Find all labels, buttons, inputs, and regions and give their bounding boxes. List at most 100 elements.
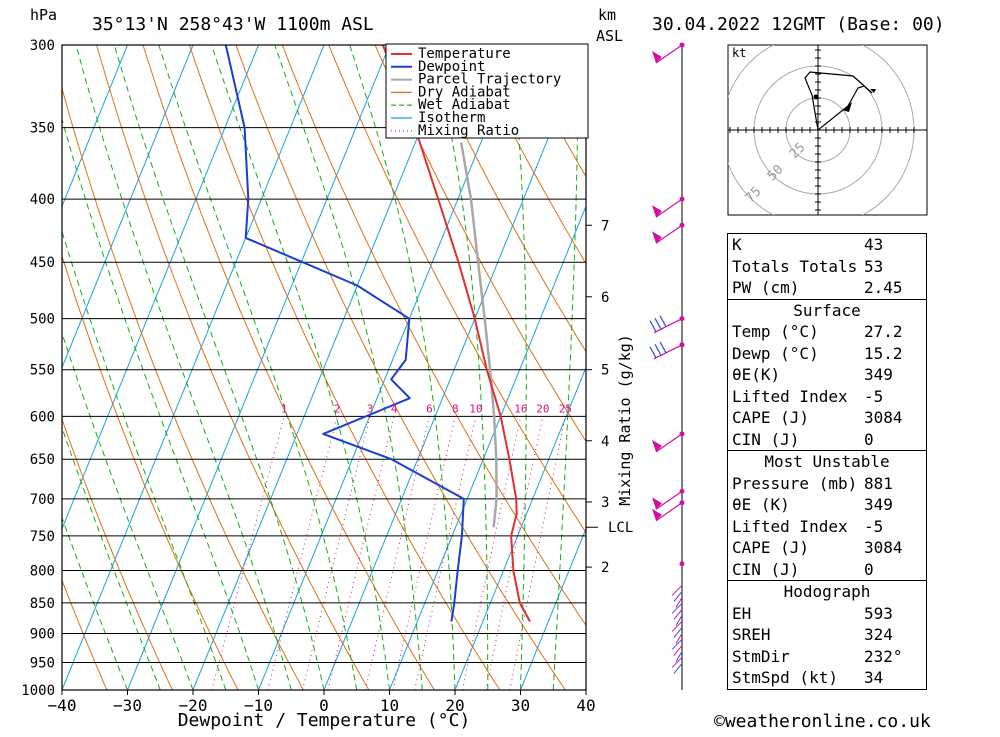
- wind-feather: [655, 318, 661, 329]
- km-tick-label: 5: [601, 363, 609, 379]
- stat-value: 232°: [864, 646, 922, 668]
- location-title: 35°13'N 258°43'W 1100m ASL: [92, 14, 374, 35]
- stat-row: Totals Totals 53: [728, 256, 926, 278]
- stat-section-title: Surface: [728, 299, 926, 322]
- wind-pennant: [652, 51, 662, 63]
- wind-barb: [656, 491, 682, 509]
- stat-row: CAPE (J)3084: [728, 537, 926, 559]
- site-credit[interactable]: ©weatheronline.co.uk: [714, 711, 931, 732]
- stat-value: 27.2: [864, 321, 922, 343]
- stat-label: CAPE (J): [732, 407, 809, 429]
- legend-label: Mixing Ratio: [418, 123, 519, 139]
- stat-label: CIN (J): [732, 429, 799, 451]
- wind-pennant: [652, 205, 662, 217]
- stat-section-title: Most Unstable: [728, 450, 926, 473]
- stat-row: StmSpd (kt)34: [728, 667, 926, 689]
- mixing-ratio-label: 20: [536, 402, 549, 415]
- stat-value: 349: [864, 494, 922, 516]
- mixing-ratio-label: 3: [367, 402, 374, 415]
- stat-label: θE (K): [732, 494, 790, 516]
- mixing-ratio-label: 25: [559, 402, 572, 415]
- stat-label: Totals Totals: [732, 256, 857, 278]
- stat-label: Lifted Index: [732, 516, 848, 538]
- stat-value: 881: [864, 473, 922, 495]
- pressure-tick-label: 650: [30, 452, 55, 468]
- wind-barb: [656, 45, 682, 63]
- dry-adiabat-line: [329, 45, 697, 690]
- mixing-ratio-line: [268, 416, 337, 690]
- stat-row: CAPE (J) 3084: [728, 407, 926, 429]
- stat-row: θE (K) 349: [728, 494, 926, 516]
- axis-layer: 3003504004505005506006507007508008509009…: [21, 38, 633, 715]
- mixing-ratio-label: 16: [514, 402, 527, 415]
- mixing-ratio-label: 4: [391, 402, 398, 415]
- dry-adiabat-line: [189, 45, 500, 690]
- stat-label: Dewp (°C): [732, 343, 819, 365]
- wind-feather: [660, 316, 666, 327]
- stat-row: StmDir 232°: [728, 646, 926, 668]
- isotherm-line: [128, 45, 390, 690]
- mixing-ratio-line: [393, 416, 455, 690]
- datetime-title: 30.04.2022 12GMT (Base: 00): [652, 14, 945, 35]
- mixing-ratio-label: 8: [452, 402, 459, 415]
- dry-adiabat-line: [375, 45, 762, 690]
- stat-value: 3084: [864, 407, 922, 429]
- isotherm-line: [193, 45, 455, 690]
- pressure-tick-label: 600: [30, 409, 55, 425]
- pressure-tick-label: 450: [30, 255, 55, 271]
- x-tick-label: 30: [511, 696, 530, 715]
- stat-label: SREH: [732, 624, 771, 646]
- stat-label: StmSpd (kt): [732, 667, 838, 689]
- pressure-tick-label: 800: [30, 563, 55, 579]
- stat-label: Lifted Index: [732, 386, 848, 408]
- wind-pennant: [652, 231, 662, 243]
- stat-label: Pressure (mb): [732, 473, 857, 495]
- stat-value: 15.2: [864, 343, 922, 365]
- stat-value: -5: [864, 516, 922, 538]
- km-tick-label: 3: [601, 495, 609, 511]
- stat-value: 3084: [864, 537, 922, 559]
- wind-barb: [656, 199, 682, 217]
- wind-barb: [654, 319, 682, 333]
- stat-row: Lifted Index-5: [728, 386, 926, 408]
- wind-barb: [654, 345, 682, 359]
- asl-label: ASL: [596, 27, 623, 45]
- lcl-label: LCL: [608, 520, 633, 536]
- stat-label: K: [732, 234, 742, 256]
- km-tick-label: 6: [601, 290, 609, 306]
- wind-feather: [660, 342, 666, 353]
- dry-adiabat-line: [932, 45, 1000, 690]
- dry-adiabat-line: [143, 45, 434, 690]
- stat-label: PW (cm): [732, 277, 799, 299]
- mixing-ratio-label: 10: [469, 402, 482, 415]
- stat-value: 53: [864, 256, 922, 278]
- stat-row: θE(K)349: [728, 364, 926, 386]
- dry-adiabat-line: [979, 45, 1000, 690]
- pressure-tick-label: 550: [30, 363, 55, 379]
- hodograph-unit-label: kt: [732, 46, 746, 60]
- stat-label: CIN (J): [732, 559, 799, 581]
- stat-row: Dewp (°C) 15.2: [728, 343, 926, 365]
- stat-label: Temp (°C): [732, 321, 819, 343]
- stat-label: EH: [732, 603, 751, 625]
- stat-label: StmDir: [732, 646, 790, 668]
- stat-row: CIN (J)0: [728, 429, 926, 451]
- stat-row: PW (cm)2.45: [728, 277, 926, 299]
- stat-section-title: Hodograph: [728, 580, 926, 603]
- mixing-ratio-label: 6: [426, 402, 433, 415]
- pressure-tick-label: 500: [30, 312, 55, 328]
- pressure-tick-label: 900: [30, 627, 55, 643]
- wind-feather: [650, 347, 656, 358]
- km-label: km: [598, 6, 616, 24]
- pressure-tick-label: 400: [30, 192, 55, 208]
- wind-barb: [656, 225, 682, 243]
- x-tick-label: −30: [113, 696, 142, 715]
- pressure-tick-label: 350: [30, 121, 55, 137]
